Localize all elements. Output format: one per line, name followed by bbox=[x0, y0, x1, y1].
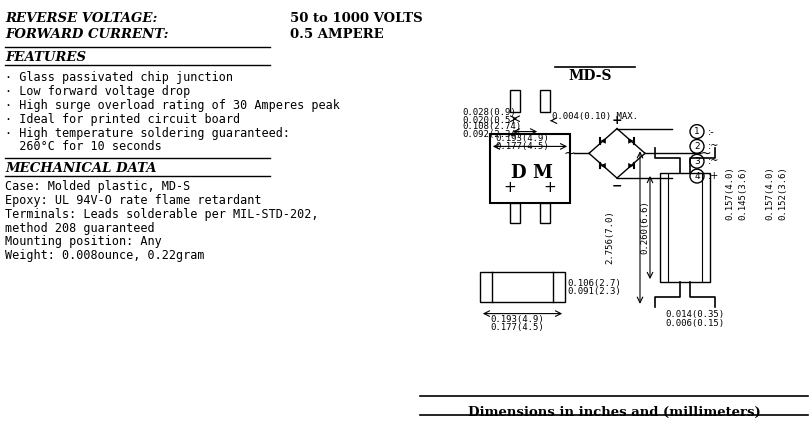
Text: +: + bbox=[611, 114, 621, 127]
Bar bbox=[539, 203, 549, 223]
Text: method 208 guaranteed: method 208 guaranteed bbox=[5, 221, 154, 234]
Text: Dimensions in inches and (millimeters): Dimensions in inches and (millimeters) bbox=[467, 405, 759, 418]
Text: :-: :- bbox=[707, 127, 714, 136]
Text: ~: ~ bbox=[698, 147, 710, 160]
Text: :~: :~ bbox=[707, 156, 719, 166]
Text: 0.020(0.5): 0.020(0.5) bbox=[461, 116, 515, 125]
Polygon shape bbox=[628, 163, 633, 168]
Bar bbox=[489, 133, 569, 203]
Text: Terminals: Leads solderable per MIL-STD-202,: Terminals: Leads solderable per MIL-STD-… bbox=[5, 208, 318, 221]
Text: 0.177(4.5): 0.177(4.5) bbox=[495, 142, 548, 152]
Text: 3: 3 bbox=[693, 157, 699, 166]
Text: MD-S: MD-S bbox=[568, 69, 611, 83]
Bar bbox=[509, 203, 519, 223]
Text: D: D bbox=[509, 164, 526, 182]
Bar bbox=[659, 173, 709, 282]
Bar bbox=[479, 272, 564, 302]
Bar bbox=[539, 90, 549, 112]
Text: 0.152(3.6): 0.152(3.6) bbox=[777, 166, 786, 220]
Text: FORWARD CURRENT:: FORWARD CURRENT: bbox=[5, 28, 169, 41]
Text: 0.5 AMPERE: 0.5 AMPERE bbox=[290, 28, 383, 41]
Text: 0.014(0.35): 0.014(0.35) bbox=[664, 309, 723, 319]
Text: Weight: 0.008ounce, 0.22gram: Weight: 0.008ounce, 0.22gram bbox=[5, 249, 204, 262]
Text: 2.756(7.0): 2.756(7.0) bbox=[604, 210, 613, 264]
Polygon shape bbox=[599, 163, 605, 168]
Polygon shape bbox=[599, 138, 605, 144]
Text: :+: :+ bbox=[707, 171, 719, 181]
Text: 0.028(0.9): 0.028(0.9) bbox=[461, 108, 515, 117]
Text: ~: ~ bbox=[563, 147, 574, 160]
Text: Mounting position: Any: Mounting position: Any bbox=[5, 235, 161, 248]
Text: 260°C for 10 seconds: 260°C for 10 seconds bbox=[5, 141, 161, 154]
Text: 50 to 1000 VOLTS: 50 to 1000 VOLTS bbox=[290, 12, 422, 25]
Text: Epoxy: UL 94V-O rate flame retardant: Epoxy: UL 94V-O rate flame retardant bbox=[5, 194, 261, 207]
Text: 4: 4 bbox=[693, 172, 699, 181]
Text: +: + bbox=[503, 181, 516, 195]
Text: 0.193(4.9): 0.193(4.9) bbox=[489, 315, 543, 325]
Text: +: + bbox=[543, 181, 556, 195]
Text: FEATURES: FEATURES bbox=[5, 51, 86, 64]
Text: 0.004(0.10) MAX.: 0.004(0.10) MAX. bbox=[551, 112, 637, 121]
Text: 0.006(0.15): 0.006(0.15) bbox=[664, 320, 723, 328]
Text: −: − bbox=[611, 179, 621, 192]
Text: MECHANICAL DATA: MECHANICAL DATA bbox=[5, 162, 157, 175]
Bar bbox=[509, 90, 519, 112]
Text: M: M bbox=[531, 164, 551, 182]
Text: Case: Molded plastic, MD-S: Case: Molded plastic, MD-S bbox=[5, 180, 190, 193]
Text: 0.092(2.34): 0.092(2.34) bbox=[461, 130, 521, 139]
Text: REVERSE VOLTAGE:: REVERSE VOLTAGE: bbox=[5, 12, 157, 25]
Text: · Low forward voltage drop: · Low forward voltage drop bbox=[5, 85, 190, 98]
Text: 1: 1 bbox=[693, 127, 699, 136]
Text: · Glass passivated chip junction: · Glass passivated chip junction bbox=[5, 71, 233, 84]
Text: 0.157(4.0): 0.157(4.0) bbox=[764, 166, 773, 220]
Polygon shape bbox=[628, 138, 633, 144]
Text: 0.145(3.6): 0.145(3.6) bbox=[737, 166, 746, 220]
Text: · Ideal for printed circuit board: · Ideal for printed circuit board bbox=[5, 113, 240, 126]
Text: 0.106(2.7): 0.106(2.7) bbox=[566, 279, 620, 288]
Text: 0.157(4.0): 0.157(4.0) bbox=[724, 166, 733, 220]
Text: · High temperature soldering guaranteed:: · High temperature soldering guaranteed: bbox=[5, 127, 290, 140]
Text: · High surge overload rating of 30 Amperes peak: · High surge overload rating of 30 Amper… bbox=[5, 99, 340, 112]
Text: 0.260(6.6): 0.260(6.6) bbox=[639, 201, 648, 254]
Text: 2: 2 bbox=[693, 142, 699, 151]
Text: 0.193(4.9): 0.193(4.9) bbox=[495, 134, 548, 144]
Text: 0.108(2.74): 0.108(2.74) bbox=[461, 122, 521, 131]
Text: 0.177(4.5): 0.177(4.5) bbox=[489, 323, 543, 333]
Text: 0.091(2.3): 0.091(2.3) bbox=[566, 287, 620, 296]
Text: :~: :~ bbox=[707, 141, 719, 152]
